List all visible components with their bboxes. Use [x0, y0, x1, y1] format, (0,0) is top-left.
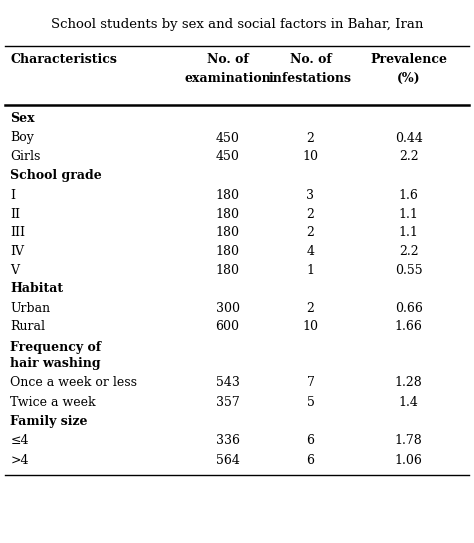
Text: 2: 2 [307, 131, 314, 144]
Text: 300: 300 [216, 301, 239, 314]
Text: 600: 600 [216, 320, 239, 333]
Text: 10: 10 [302, 320, 319, 333]
Text: Sex: Sex [10, 112, 35, 125]
Text: Habitat: Habitat [10, 282, 64, 295]
Text: Characteristics: Characteristics [10, 54, 117, 66]
Text: 5: 5 [307, 395, 314, 408]
Text: 180: 180 [216, 264, 239, 277]
Text: IV: IV [10, 245, 25, 258]
Text: 1.1: 1.1 [399, 207, 419, 220]
Text: 1.78: 1.78 [395, 434, 422, 447]
Text: hair washing: hair washing [10, 357, 101, 370]
Text: School students by sex and social factors in Bahar, Iran: School students by sex and social factor… [51, 18, 423, 31]
Text: examination: examination [184, 72, 271, 85]
Text: I: I [10, 188, 16, 201]
Text: 1.6: 1.6 [399, 188, 419, 201]
Text: III: III [10, 226, 26, 239]
Text: Urban: Urban [10, 301, 51, 314]
Text: School grade: School grade [10, 168, 102, 181]
Text: 3: 3 [307, 188, 314, 201]
Text: 336: 336 [216, 434, 239, 447]
Text: Twice a week: Twice a week [10, 395, 96, 408]
Text: 180: 180 [216, 245, 239, 258]
Text: Prevalence: Prevalence [370, 54, 447, 66]
Text: 180: 180 [216, 207, 239, 220]
Text: 0.66: 0.66 [395, 301, 422, 314]
Text: 180: 180 [216, 188, 239, 201]
Text: 1.66: 1.66 [395, 320, 422, 333]
Text: 543: 543 [216, 376, 239, 389]
Text: 2.2: 2.2 [399, 150, 419, 163]
Text: Rural: Rural [10, 320, 46, 333]
Text: 10: 10 [302, 150, 319, 163]
Text: 450: 450 [216, 131, 239, 144]
Text: 1.4: 1.4 [399, 395, 419, 408]
Text: Once a week or less: Once a week or less [10, 376, 137, 389]
Text: 2.2: 2.2 [399, 245, 419, 258]
Text: Family size: Family size [10, 414, 88, 427]
Text: V: V [10, 264, 19, 277]
Text: No. of: No. of [207, 54, 248, 66]
Text: 450: 450 [216, 150, 239, 163]
Text: 4: 4 [307, 245, 314, 258]
Text: 357: 357 [216, 395, 239, 408]
Text: 564: 564 [216, 453, 239, 466]
Text: infestations: infestations [269, 72, 352, 85]
Text: II: II [10, 207, 20, 220]
Text: ≤4: ≤4 [10, 434, 29, 447]
Text: 180: 180 [216, 226, 239, 239]
Text: 7: 7 [307, 376, 314, 389]
Text: (%): (%) [397, 72, 420, 85]
Text: 6: 6 [307, 453, 314, 466]
Text: 6: 6 [307, 434, 314, 447]
Text: Girls: Girls [10, 150, 41, 163]
Text: No. of: No. of [290, 54, 331, 66]
Text: 2: 2 [307, 226, 314, 239]
Text: 1.1: 1.1 [399, 226, 419, 239]
Text: >4: >4 [10, 453, 29, 466]
Text: 1.06: 1.06 [395, 453, 422, 466]
Text: 1: 1 [307, 264, 314, 277]
Text: 2: 2 [307, 301, 314, 314]
Text: 2: 2 [307, 207, 314, 220]
Text: 0.55: 0.55 [395, 264, 422, 277]
Text: 1.28: 1.28 [395, 376, 422, 389]
Text: Boy: Boy [10, 131, 34, 144]
Text: Frequency of: Frequency of [10, 340, 101, 353]
Text: 0.44: 0.44 [395, 131, 422, 144]
